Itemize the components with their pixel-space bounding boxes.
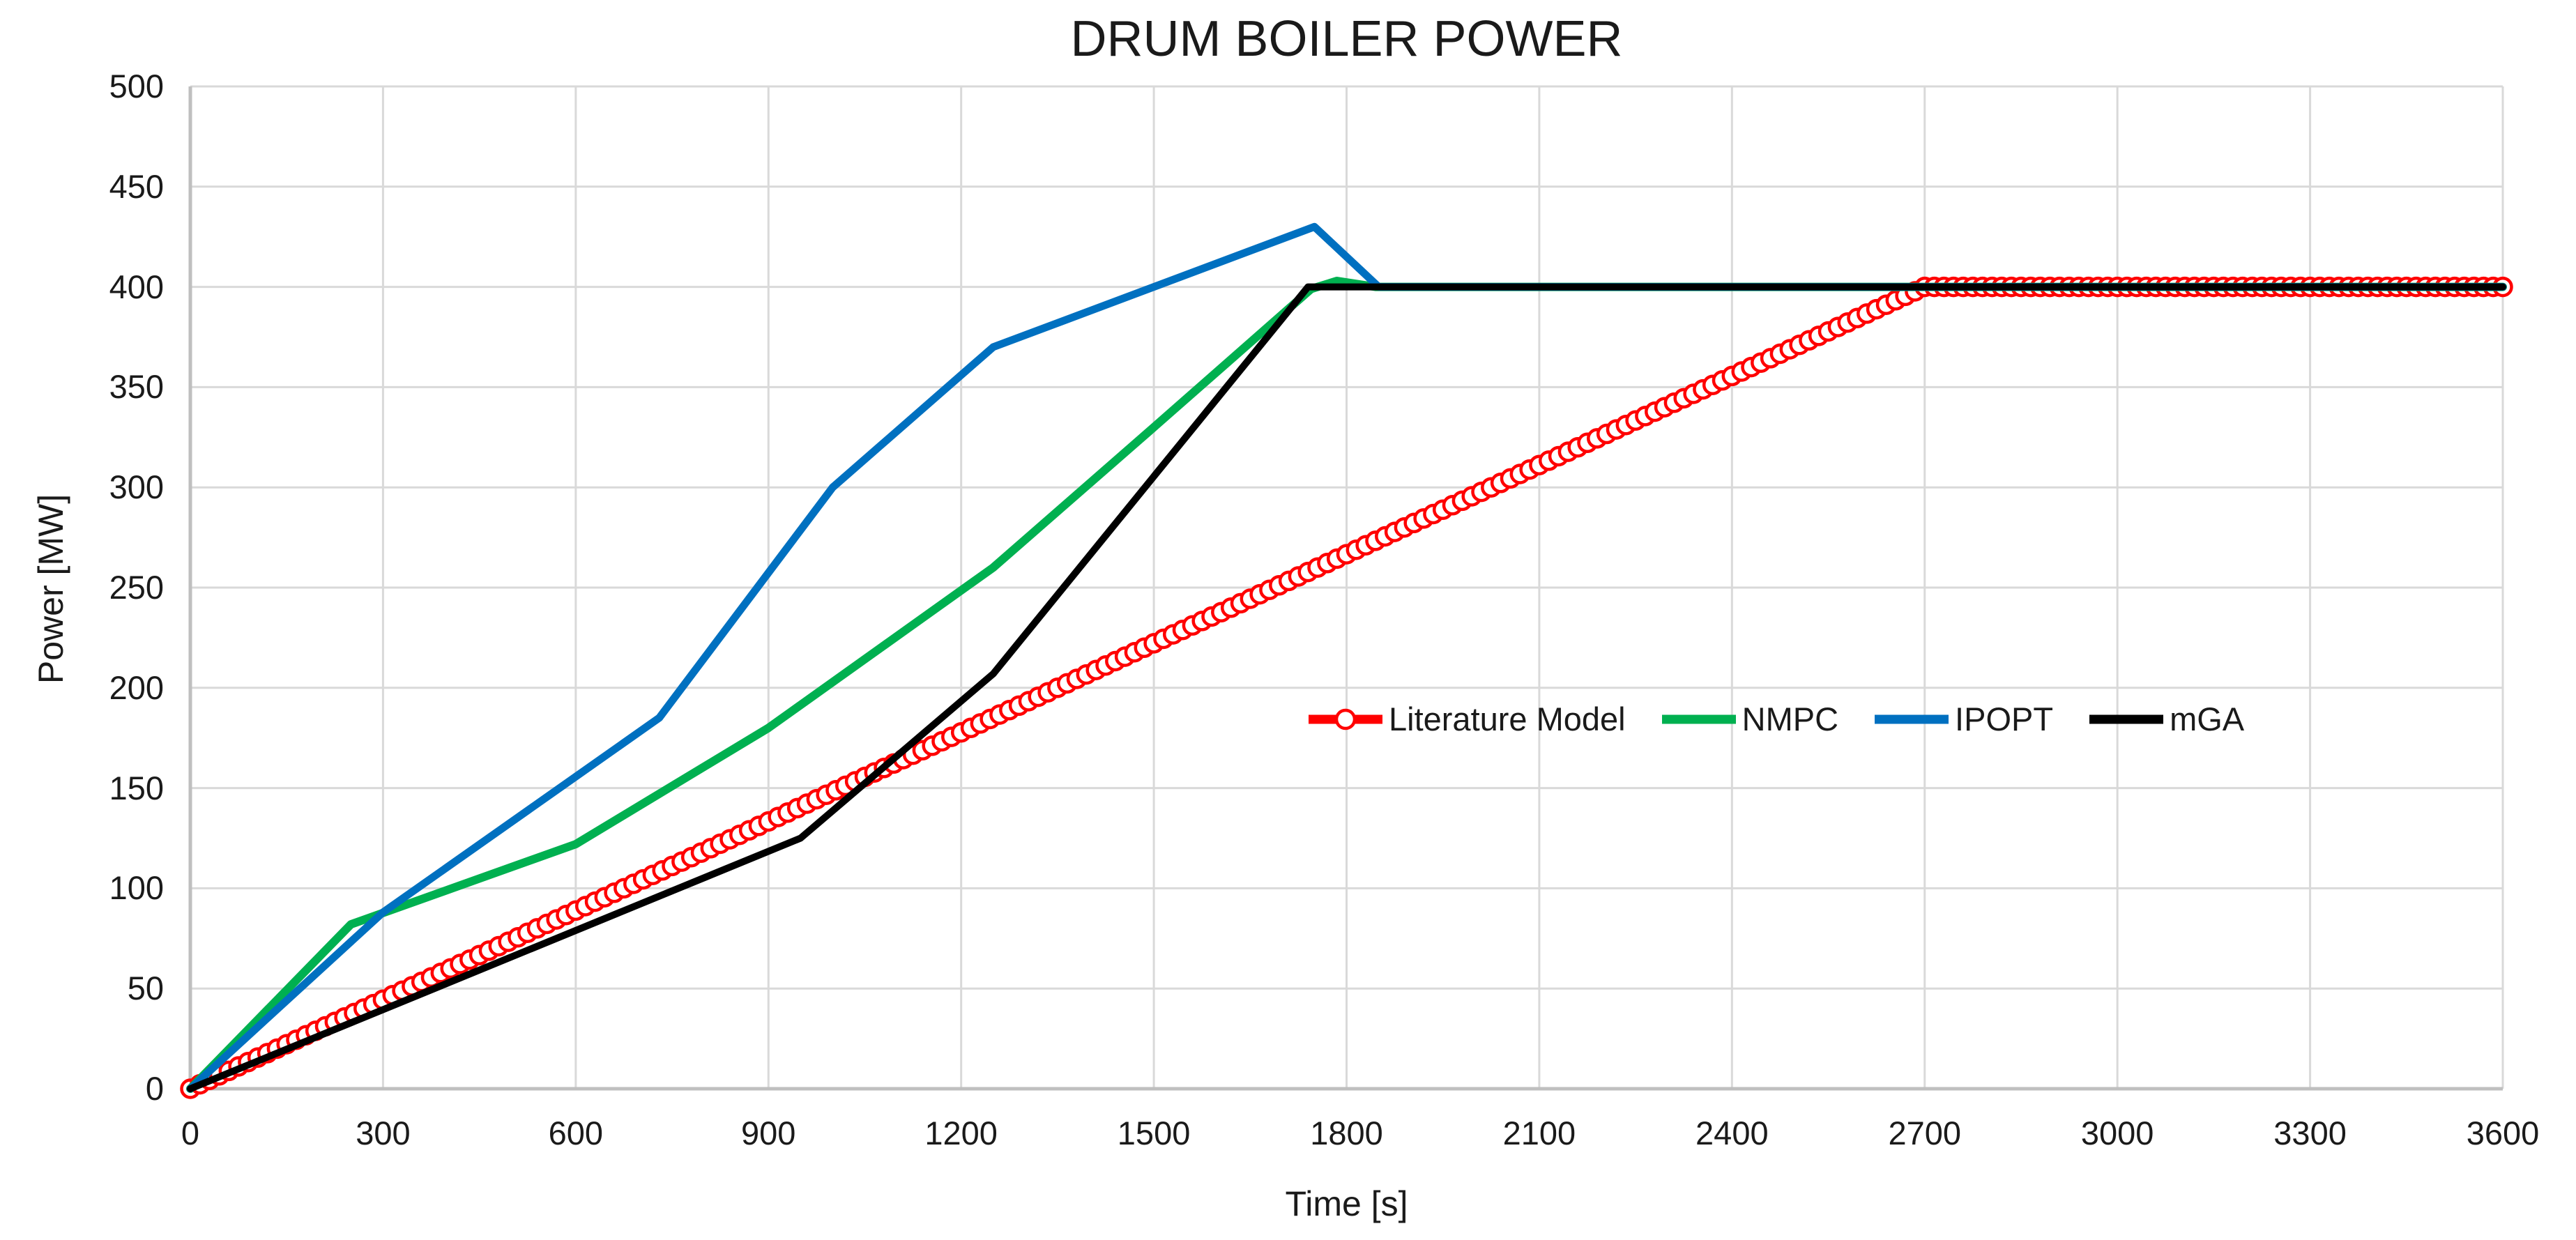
y-tick-label: 150 — [109, 769, 164, 806]
y-tick-label: 200 — [109, 668, 164, 706]
x-tick-label: 2100 — [1502, 1115, 1576, 1151]
x-tick-label: 600 — [548, 1115, 604, 1151]
x-axis-title: Time [s] — [1285, 1184, 1408, 1223]
x-tick-label: 3300 — [2273, 1115, 2347, 1151]
legend-line-sample-icon — [1875, 714, 1949, 724]
x-tick-label: 900 — [741, 1115, 796, 1151]
series-ipopt-line — [186, 222, 2507, 1093]
legend-item-mga: mGA — [2088, 700, 2244, 738]
x-tick-label: 1800 — [1310, 1115, 1383, 1151]
series-literature-model-markers — [180, 276, 2513, 1099]
y-tick-label: 300 — [109, 468, 164, 506]
legend-label: Literature Model — [1389, 701, 1626, 737]
y-tick-label: 0 — [145, 1070, 164, 1107]
x-tick-label: 0 — [181, 1115, 200, 1151]
series-mga-line — [187, 283, 2506, 1092]
y-tick-label: 500 — [109, 68, 164, 105]
y-tick-label: 350 — [109, 368, 164, 406]
x-tick-label: 2700 — [1888, 1115, 1962, 1151]
y-tick-label: 100 — [109, 869, 164, 907]
legend-item-ipopt: IPOPT — [1873, 700, 2053, 738]
legend-line-sample-icon — [1309, 708, 1382, 730]
x-tick-label: 300 — [356, 1115, 411, 1151]
x-tick-label: 1200 — [924, 1115, 998, 1151]
legend: Literature Model NMPC IPOPT mGA — [1307, 700, 2244, 738]
legend-label: NMPC — [1742, 701, 1839, 737]
legend-line-sample-icon — [1661, 714, 1736, 724]
x-tick-label: 2400 — [1695, 1115, 1769, 1151]
x-tick-label: 3000 — [2080, 1115, 2154, 1151]
legend-label: mGA — [2170, 701, 2245, 737]
chart-title: DRUM BOILER POWER — [1070, 11, 1623, 67]
y-tick-label: 50 — [127, 970, 164, 1007]
legend-line-sample-icon — [2089, 714, 2164, 724]
legend-label: IPOPT — [1955, 701, 2054, 737]
legend-marker-icon — [1334, 708, 1357, 730]
y-tick-label: 450 — [109, 167, 164, 205]
y-tick-label: 250 — [109, 569, 164, 606]
x-tick-label: 1500 — [1117, 1115, 1191, 1151]
legend-item-nmpc: NMPC — [1661, 700, 1838, 738]
legend-item-literature-model: Literature Model — [1307, 700, 1626, 738]
x-tick-label: 3600 — [2466, 1115, 2540, 1151]
y-tick-label: 400 — [109, 268, 164, 305]
